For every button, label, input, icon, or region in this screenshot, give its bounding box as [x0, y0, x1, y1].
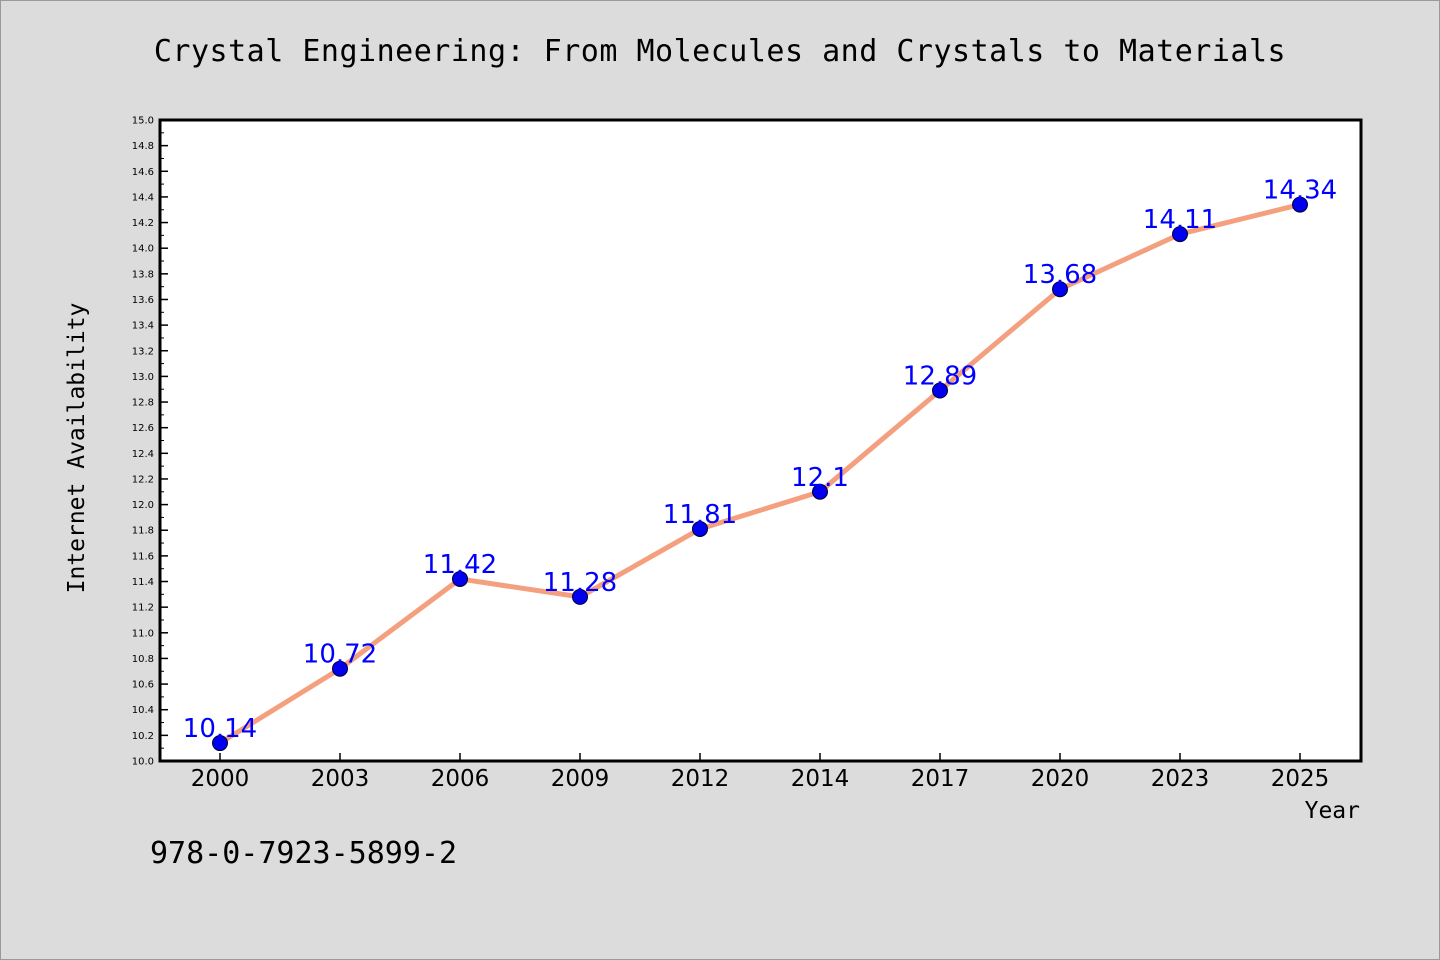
x-tick-label: 2006 — [431, 766, 490, 792]
data-point — [932, 382, 948, 399]
x-tick-label: 2017 — [911, 766, 970, 792]
y-tick-label: 13.2 — [132, 346, 154, 357]
y-tick-label: 12.6 — [132, 423, 154, 434]
isbn-text: 978-0-7923-5899-2 — [150, 836, 458, 871]
x-tick-label: 2012 — [671, 766, 730, 792]
data-label: 11.42 — [423, 550, 497, 580]
y-axis-ticks: 10.0 10.2 10.4 10.6 10.8 11.0 11.2 11.4 11.6 11.8… — [132, 116, 168, 768]
y-tick-label: 14.4 — [132, 192, 154, 203]
x-tick-label: 2014 — [791, 766, 850, 792]
data-point — [212, 735, 228, 752]
series-markers — [212, 196, 1308, 752]
y-tick-label: 13.6 — [132, 295, 154, 306]
data-point — [1052, 281, 1068, 298]
data-point — [692, 520, 708, 537]
y-tick-label: 10.6 — [132, 680, 154, 691]
data-label: 13.68 — [1023, 260, 1097, 290]
data-labels: 10.14 10.72 11.42 11.28 11.81 12.1 12.89 13.68 1… — [183, 176, 1337, 744]
y-tick-label: 13.0 — [132, 372, 154, 383]
y-tick-label: 14.6 — [132, 167, 154, 178]
y-tick-label: 12.2 — [132, 474, 154, 485]
y-tick-label: 14.8 — [132, 141, 154, 152]
y-tick-label: 11.4 — [132, 577, 154, 588]
data-point — [572, 588, 588, 605]
data-point — [332, 660, 348, 677]
y-tick-label: 12.0 — [132, 500, 154, 511]
y-tick-label: 11.8 — [132, 526, 154, 537]
data-label: 14.34 — [1263, 176, 1337, 206]
data-label: 12.89 — [903, 362, 977, 392]
data-label: 12.1 — [791, 463, 849, 493]
x-tick-label: 2003 — [311, 766, 370, 792]
x-tick-label: 2023 — [1151, 766, 1210, 792]
data-point — [452, 570, 468, 587]
data-label: 10.14 — [183, 714, 257, 744]
x-axis-ticks: 2000 2003 2006 2009 2012 2014 2017 2020 2023 2025 — [191, 753, 1330, 792]
data-label: 10.72 — [303, 640, 377, 670]
y-tick-label: 11.0 — [132, 628, 154, 639]
data-label: 11.28 — [543, 568, 617, 598]
y-tick-label: 14.2 — [132, 218, 154, 229]
x-tick-label: 2025 — [1271, 766, 1330, 792]
y-tick-label: 10.4 — [132, 705, 154, 716]
y-tick-label: 11.2 — [132, 603, 154, 614]
series-line — [218, 202, 1301, 746]
y-tick-label: 14.0 — [132, 244, 154, 255]
x-axis-label: Year — [1304, 798, 1360, 824]
data-point — [1292, 196, 1308, 213]
data-point — [812, 483, 828, 500]
y-tick-label: 12.4 — [132, 449, 154, 460]
y-tick-label: 12.8 — [132, 398, 154, 409]
x-tick-label: 2020 — [1031, 766, 1090, 792]
y-tick-label: 11.6 — [132, 551, 154, 562]
y-tick-label: 10.8 — [132, 654, 154, 665]
data-label: 11.81 — [663, 500, 737, 530]
y-tick-label: 10.0 — [132, 757, 154, 768]
x-tick-label: 2009 — [551, 766, 610, 792]
y-tick-label: 15.0 — [132, 116, 154, 127]
y-tick-label: 10.2 — [132, 731, 154, 742]
chart-title: Crystal Engineering: From Molecules and … — [153, 34, 1287, 69]
data-label: 14.11 — [1143, 205, 1217, 235]
data-point — [1172, 226, 1188, 243]
x-tick-label: 2000 — [191, 766, 250, 792]
y-tick-label: 13.4 — [132, 321, 154, 332]
y-tick-label: 13.8 — [132, 269, 154, 280]
